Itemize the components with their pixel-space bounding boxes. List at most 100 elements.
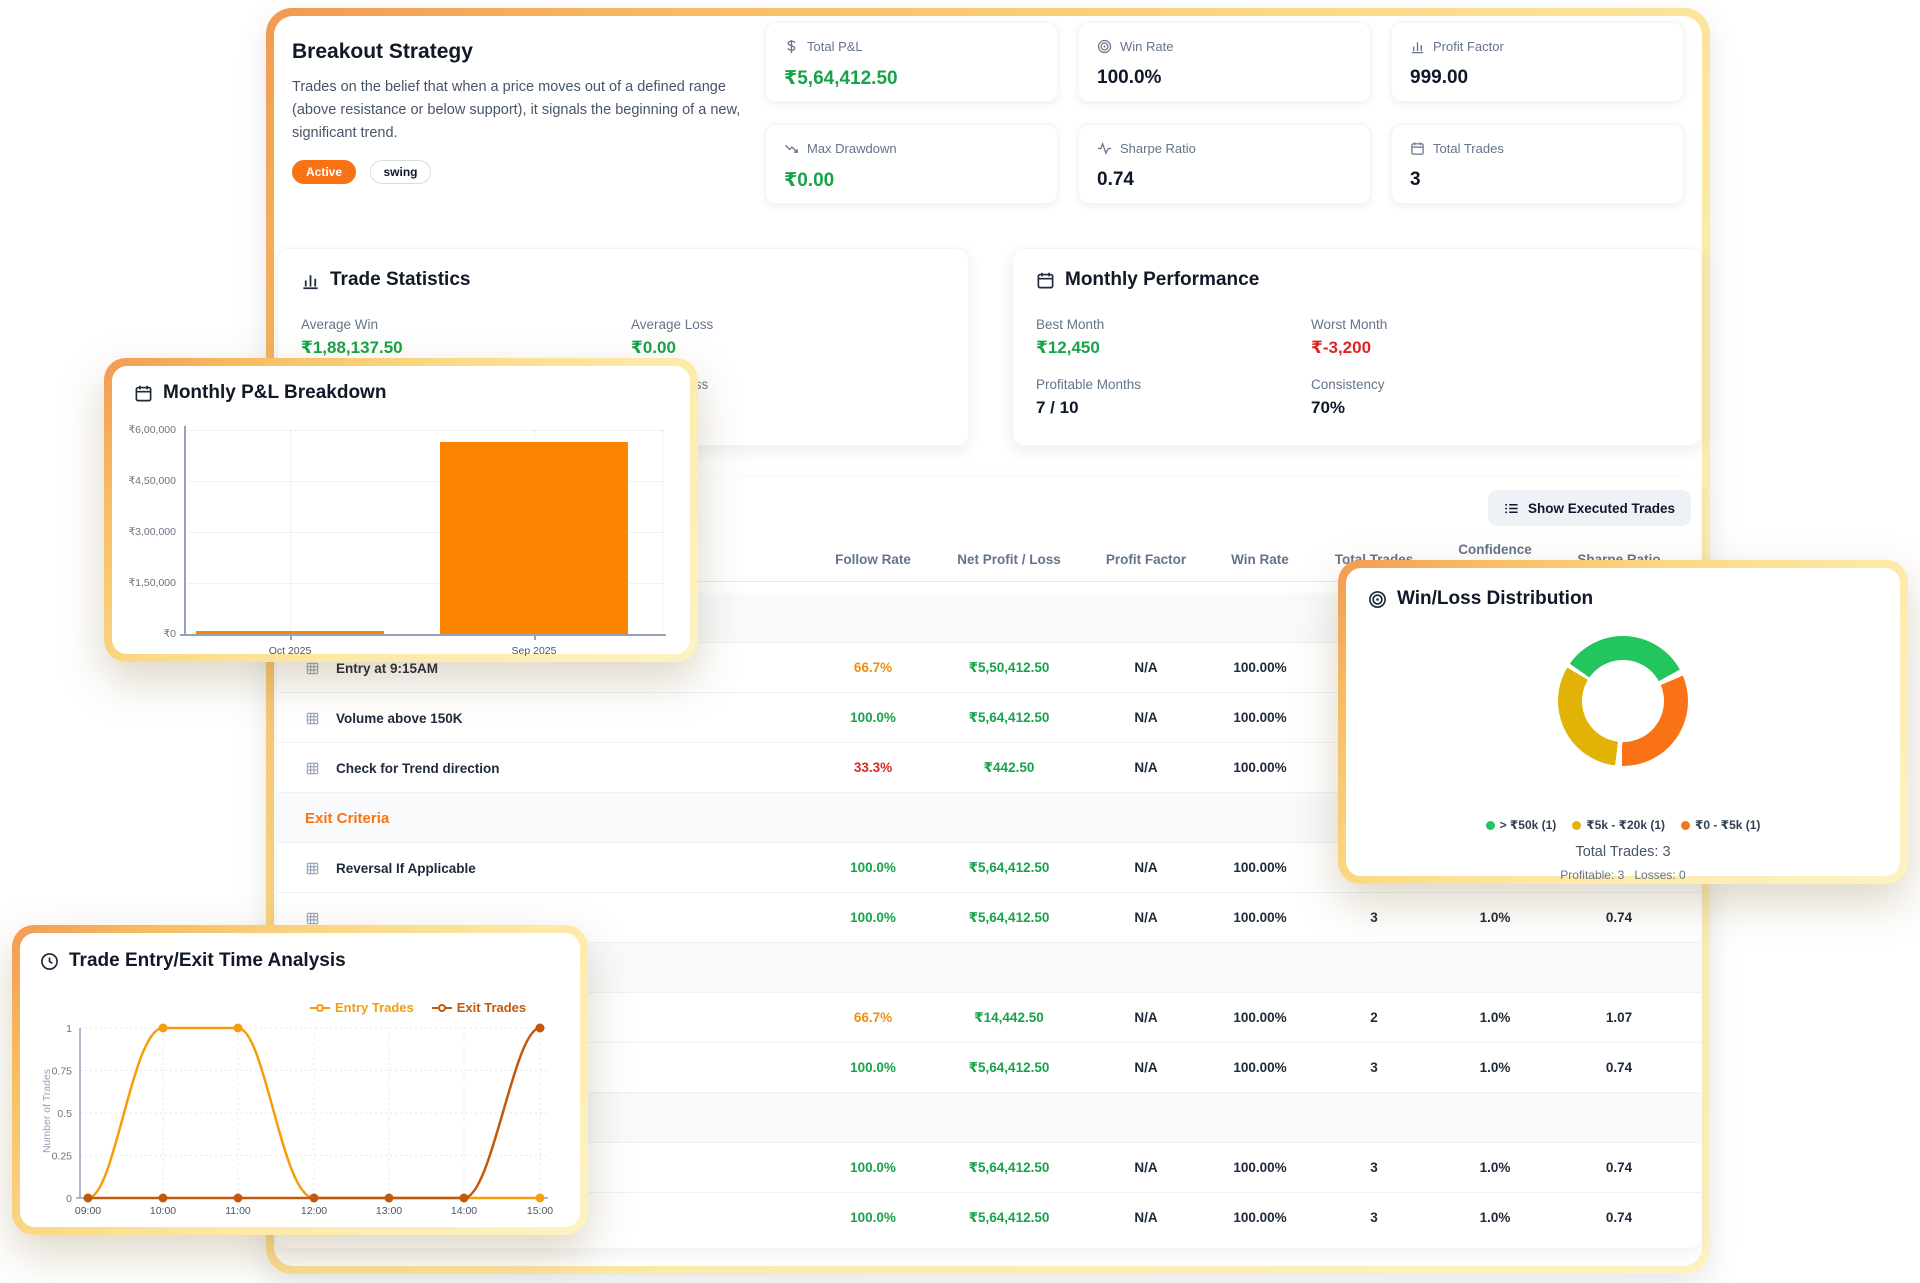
cell-follow-rate: 33.3% bbox=[853, 760, 893, 775]
cell-net-profit: ₹5,64,412.50 bbox=[968, 710, 1050, 725]
cell-win-rate: 100.00% bbox=[1233, 1210, 1287, 1225]
activity-icon bbox=[1097, 141, 1112, 156]
legend-dot-green bbox=[1485, 820, 1495, 830]
entryexit-line-chart[interactable]: 1 0.75 0.5 0.25 0 09:00 10:00 11:00 12:0… bbox=[20, 990, 576, 1230]
chart-title: Monthly P&L Breakdown bbox=[163, 382, 387, 403]
section-row-label: Exit Criteria bbox=[305, 809, 390, 827]
status-badge-active: Active bbox=[292, 160, 357, 184]
y-tick-labels: 1 0.75 0.5 0.25 0 bbox=[52, 1023, 73, 1205]
section-title: Monthly Performance bbox=[1065, 269, 1260, 290]
cell-profit-factor: N/A bbox=[1134, 760, 1158, 775]
cell-win-rate: 100.00% bbox=[1233, 1010, 1287, 1025]
cell-follow-rate: 100.0% bbox=[850, 1210, 896, 1225]
cell-confidence: 1.0% bbox=[1479, 1060, 1511, 1075]
stat-label: Win Rate bbox=[1120, 39, 1174, 54]
stat-card-profit-factor: Profit Factor 999.00 bbox=[1391, 22, 1684, 102]
stat-item-value: ₹0.00 bbox=[631, 338, 676, 357]
svg-text:13:00: 13:00 bbox=[376, 1205, 402, 1217]
stat-value: 0.74 bbox=[1097, 169, 1134, 190]
cell-net-profit: ₹5,64,412.50 bbox=[968, 860, 1050, 875]
grid-icon bbox=[305, 711, 320, 726]
stat-label: Profit Factor bbox=[1433, 39, 1504, 54]
show-executed-trades-button[interactable]: Show Executed Trades bbox=[1488, 490, 1692, 526]
legend-dot-yellow bbox=[1572, 820, 1582, 830]
cell-profit-factor: N/A bbox=[1134, 1210, 1158, 1225]
cell-sharpe: 0.74 bbox=[1605, 1160, 1633, 1175]
svg-text:0.25: 0.25 bbox=[52, 1151, 73, 1163]
stat-label: Max Drawdown bbox=[807, 141, 897, 156]
y-axis bbox=[184, 426, 186, 635]
cell-net-profit: ₹442.50 bbox=[983, 760, 1035, 775]
gridline bbox=[184, 481, 664, 482]
cell-follow-rate: 100.0% bbox=[850, 910, 896, 925]
gridline bbox=[184, 430, 664, 431]
x-tick-label: Oct 2025 bbox=[268, 645, 312, 657]
chart-title: Trade Entry/Exit Time Analysis bbox=[69, 950, 346, 971]
bar-sep-2025[interactable] bbox=[440, 442, 628, 634]
legend-item-entry-trades: Entry Trades bbox=[310, 1000, 414, 1015]
cell-follow-rate: 100.0% bbox=[850, 860, 896, 875]
grid-icon bbox=[305, 911, 320, 926]
x-axis bbox=[180, 634, 666, 636]
gridline bbox=[662, 430, 663, 634]
stat-value: ₹5,64,412.50 bbox=[784, 68, 898, 89]
grid-icon bbox=[305, 661, 320, 676]
winloss-total: Total Trades: 3 bbox=[1575, 844, 1671, 860]
cell-net-profit: ₹5,64,412.50 bbox=[968, 910, 1050, 925]
clock-icon bbox=[40, 952, 59, 971]
entryexit-legend: Entry Trades Exit Trades bbox=[310, 1000, 526, 1015]
stat-label: Total P&L bbox=[807, 39, 863, 54]
svg-text:09:00: 09:00 bbox=[75, 1205, 101, 1217]
bar-chart-icon bbox=[301, 271, 320, 290]
cell-confidence: 1.0% bbox=[1479, 910, 1511, 925]
cell-win-rate: 100.00% bbox=[1233, 1160, 1287, 1175]
cell-net-profit: ₹14,442.50 bbox=[974, 1010, 1044, 1025]
x-tick-labels: 09:00 10:00 11:00 12:00 13:00 14:00 15:0… bbox=[75, 1205, 553, 1217]
stat-card-sharpe-ratio: Sharpe Ratio 0.74 bbox=[1078, 124, 1371, 204]
cell-follow-rate: 100.0% bbox=[850, 1160, 896, 1175]
stat-item-value: 70% bbox=[1311, 398, 1346, 417]
stat-item-label: Average Loss bbox=[631, 317, 714, 332]
stat-item-label: Average Win bbox=[301, 317, 379, 332]
stat-label: Sharpe Ratio bbox=[1120, 141, 1196, 156]
stat-item-value: 7 / 10 bbox=[1036, 398, 1079, 417]
svg-text:0: 0 bbox=[66, 1193, 72, 1205]
stat-card-total-trades: Total Trades 3 bbox=[1391, 124, 1684, 204]
dollar-icon bbox=[784, 39, 799, 54]
cell-win-rate: 100.00% bbox=[1233, 910, 1287, 925]
target-icon bbox=[1097, 39, 1112, 54]
entryexit-card bbox=[12, 925, 588, 1235]
cell-profit-factor: N/A bbox=[1134, 1160, 1158, 1175]
x-tick bbox=[534, 635, 536, 640]
column-header-follow-rate: Follow Rate bbox=[835, 552, 911, 567]
cell-total-trades: 3 bbox=[1370, 910, 1378, 925]
cell-sharpe: 1.07 bbox=[1605, 1010, 1633, 1025]
cell-net-profit: ₹5,64,412.50 bbox=[968, 1160, 1050, 1175]
cell-sharpe: 0.74 bbox=[1605, 910, 1633, 925]
monthly-performance-card: Monthly Performance Best Month ₹12,450 W… bbox=[1012, 248, 1702, 446]
stat-value: ₹0.00 bbox=[784, 170, 835, 191]
stat-item-label: Worst Month bbox=[1311, 317, 1388, 332]
svg-text:0.5: 0.5 bbox=[57, 1108, 72, 1120]
y-tick-label: ₹0 bbox=[163, 628, 176, 640]
stat-value: 3 bbox=[1410, 169, 1421, 190]
trending-down-icon bbox=[784, 141, 799, 156]
calendar-icon bbox=[134, 384, 153, 403]
cell-win-rate: 100.00% bbox=[1233, 1060, 1287, 1075]
cell-total-trades: 3 bbox=[1370, 1060, 1378, 1075]
legend-item: > ₹50k (1) bbox=[1485, 818, 1556, 832]
x-tick-label: Sep 2025 bbox=[511, 645, 557, 657]
svg-text:0.75: 0.75 bbox=[52, 1066, 73, 1078]
svg-text:1: 1 bbox=[66, 1023, 72, 1035]
legend-marker-entry bbox=[310, 1003, 330, 1012]
winloss-profitable: Profitable: 3 bbox=[1560, 868, 1625, 882]
cell-follow-rate: 66.7% bbox=[853, 660, 893, 675]
gridline bbox=[290, 430, 291, 634]
winloss-donut-chart[interactable] bbox=[1558, 636, 1688, 766]
bar-oct-2025[interactable] bbox=[196, 631, 384, 634]
winloss-subtotal: Profitable: 3 Losses: 0 bbox=[1358, 868, 1888, 882]
winloss-title-row: Win/Loss Distribution bbox=[1368, 588, 1593, 610]
legend-label: Entry Trades bbox=[335, 1000, 414, 1015]
cell-profit-factor: N/A bbox=[1134, 1010, 1158, 1025]
grid-icon bbox=[305, 761, 320, 776]
